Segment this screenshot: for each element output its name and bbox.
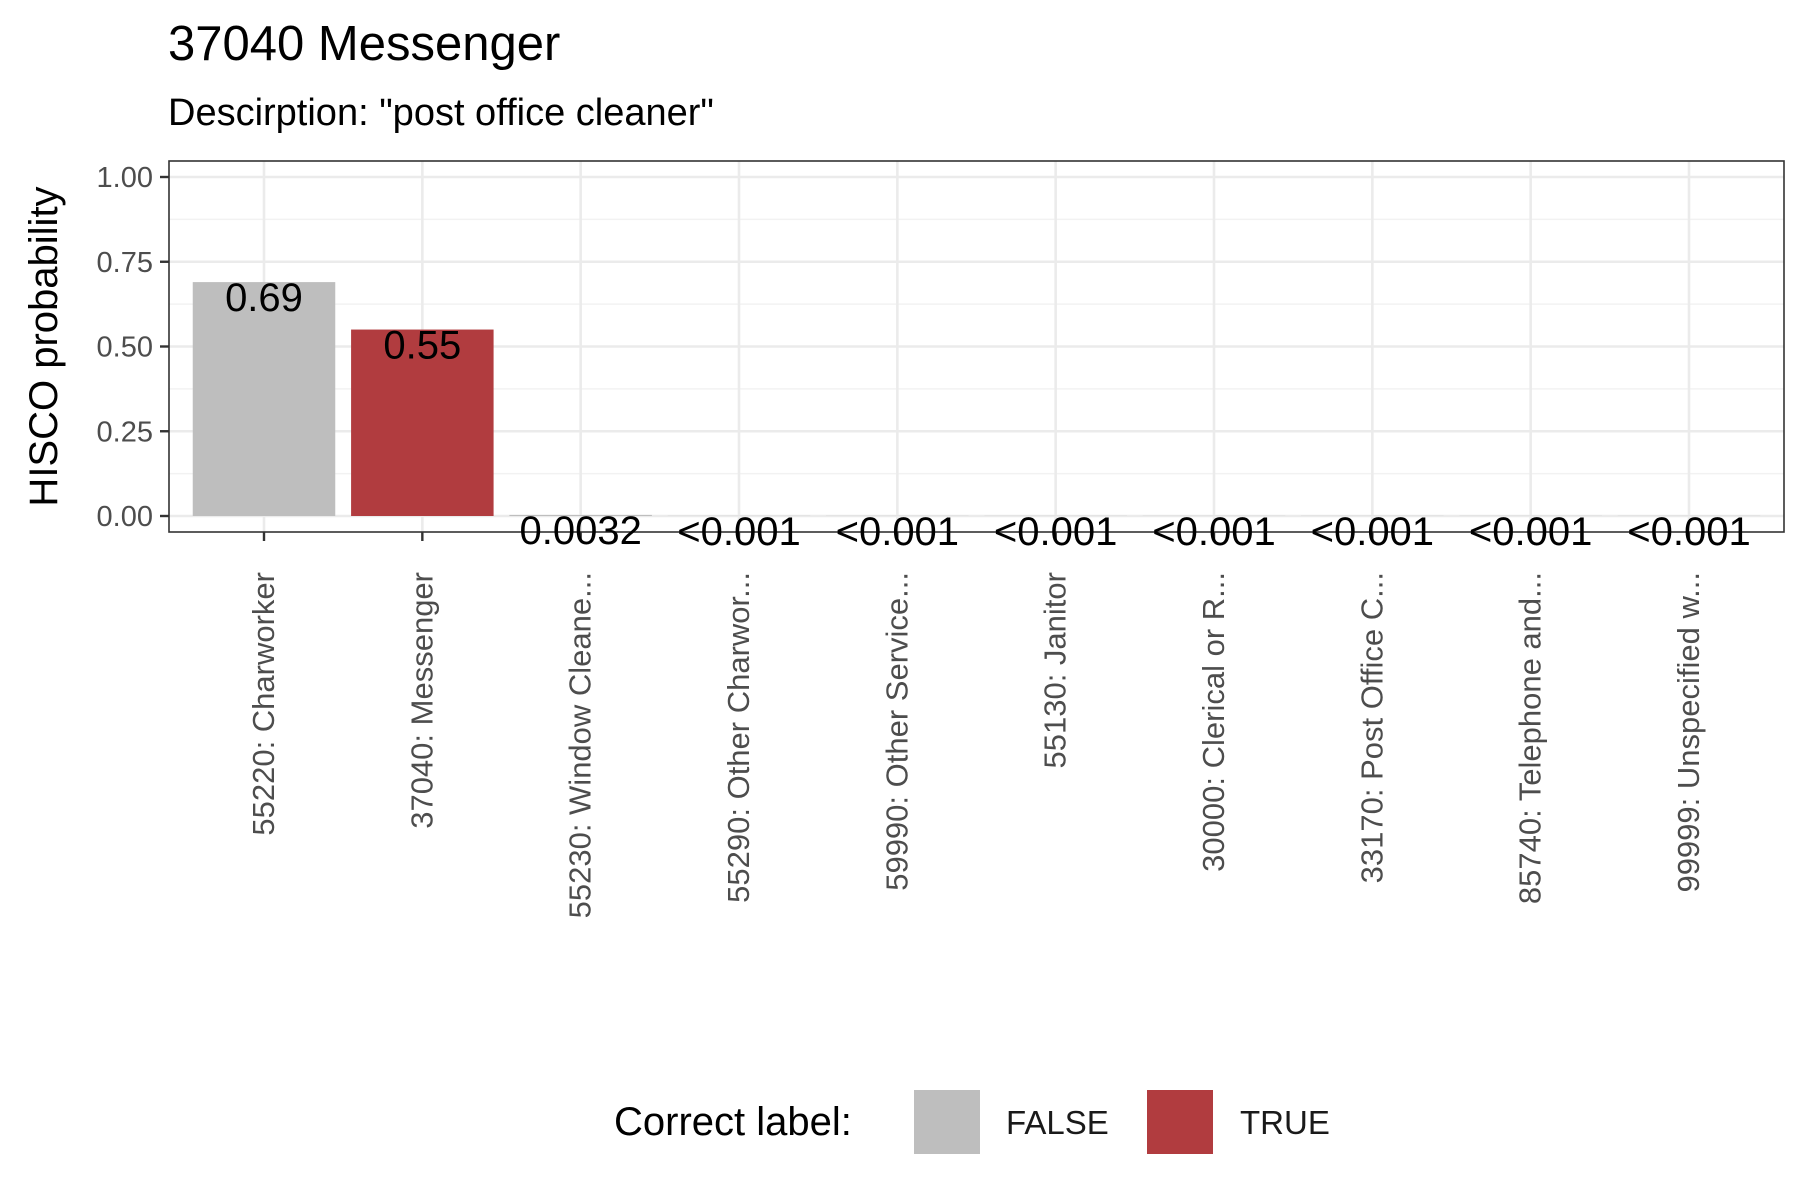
x-tick-label: 55220: Charworker [246, 572, 281, 836]
y-tick-label: 1.00 [97, 162, 153, 194]
legend: Correct label: FALSE TRUE [0, 1086, 1800, 1158]
x-tick-label: 59990: Other Service... [879, 572, 914, 891]
y-tick-label: 0.50 [97, 332, 153, 364]
x-tick-label: 99999: Unspecified w... [1671, 572, 1706, 893]
data-label: <0.001 [1152, 510, 1275, 554]
data-label: 0.69 [225, 276, 303, 320]
data-labels: 0.69 0.55 0.0032 <0.001 <0.001 <0.001 <0.001 <0… [225, 276, 1751, 554]
data-label: <0.001 [1469, 510, 1592, 554]
y-tick-label: 0.25 [97, 416, 153, 448]
x-tick-label: 55290: Other Charwor... [721, 572, 756, 903]
x-tick-label: 30000: Clerical or R... [1196, 572, 1231, 872]
data-label: <0.001 [1627, 510, 1750, 554]
y-tick-label: 0.00 [97, 501, 153, 533]
bar [509, 514, 652, 516]
data-label: <0.001 [836, 510, 959, 554]
data-label: 0.55 [383, 324, 461, 368]
x-tick-label: 55230: Window Cleane... [563, 572, 598, 918]
data-label: 0.0032 [519, 509, 641, 553]
legend-key-false [914, 1090, 980, 1154]
axes: 0.00 0.25 0.50 0.75 1.00 55220: Charworker 370… [97, 162, 1706, 918]
bar [351, 329, 494, 516]
data-label: <0.001 [677, 510, 800, 554]
y-axis-label: HISCO probability [22, 186, 66, 506]
bar [192, 282, 336, 516]
bar-chart: 0.00 0.25 0.50 0.75 1.00 55220: Charworker 370… [22, 160, 1785, 918]
x-tick-label: 85740: Telephone and... [1513, 572, 1548, 904]
chart-subtitle: Descirption: "post office cleaner" [168, 92, 714, 134]
legend-title: Correct label: [614, 1100, 852, 1144]
x-tick-label: 37040: Messenger [404, 572, 439, 829]
bars [192, 282, 1761, 516]
legend-label-false: FALSE [1006, 1104, 1109, 1141]
data-label: <0.001 [1311, 510, 1434, 554]
x-tick-label: 33170: Post Office C... [1354, 572, 1389, 883]
y-tick-label: 0.75 [97, 247, 153, 279]
legend-label-true: TRUE [1240, 1104, 1330, 1141]
x-tick-label: 55130: Janitor [1038, 572, 1073, 768]
legend-key-true [1147, 1090, 1213, 1154]
data-label: <0.001 [994, 510, 1117, 554]
chart-title: 37040 Messenger [168, 17, 561, 71]
